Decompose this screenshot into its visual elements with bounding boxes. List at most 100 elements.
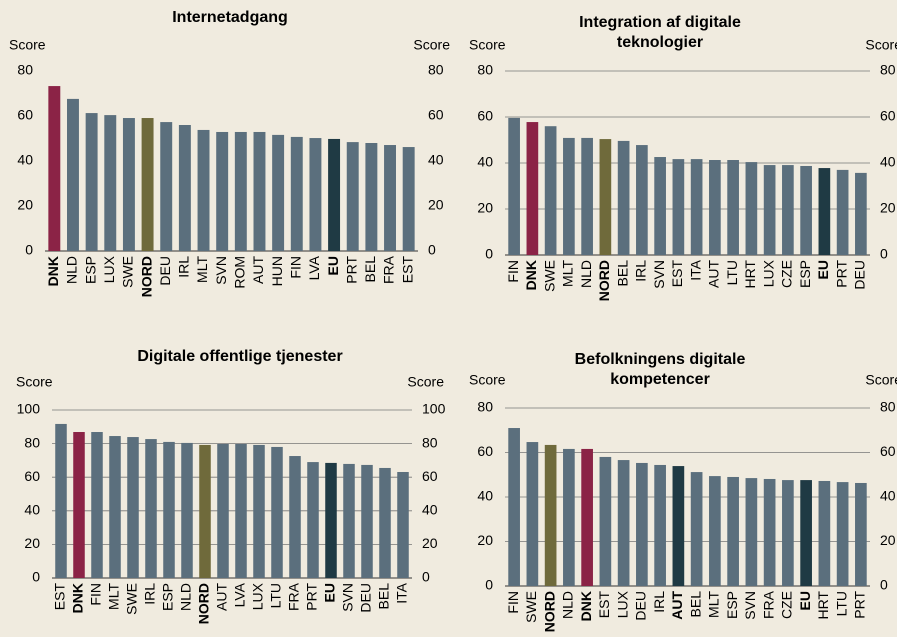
y2-tick-label: 20 bbox=[880, 200, 896, 216]
x-tick-label: DEU bbox=[852, 260, 868, 290]
x-tick-label: EU bbox=[322, 583, 338, 602]
y-tick-label: 40 bbox=[477, 154, 493, 170]
bar bbox=[800, 165, 812, 255]
y2-tick-label: 0 bbox=[880, 577, 888, 593]
x-tick-label: SVN bbox=[213, 256, 229, 285]
y-tick-label: 60 bbox=[477, 443, 493, 459]
bar bbox=[818, 480, 831, 586]
y-axis-label: Score bbox=[469, 37, 506, 53]
bar bbox=[272, 134, 285, 251]
chart-title: Integration af digitale teknologier bbox=[579, 14, 741, 51]
x-tick-label: DNK bbox=[70, 583, 86, 613]
y-tick-label: 40 bbox=[477, 488, 493, 504]
x-tick-label: LTU bbox=[268, 583, 284, 608]
y-tick-label: 60 bbox=[477, 108, 493, 124]
x-tick-label: ESP bbox=[724, 591, 740, 619]
x-tick-label: HUN bbox=[269, 256, 285, 286]
x-tick-label: IRL bbox=[176, 256, 192, 278]
x-tick-label: SWE bbox=[120, 256, 136, 288]
y2-tick-label: 60 bbox=[428, 107, 444, 123]
x-tick-label: CZE bbox=[779, 260, 795, 288]
bar bbox=[855, 172, 867, 255]
x-tick-label: EU bbox=[325, 256, 341, 275]
y2-tick-label: 80 bbox=[422, 434, 438, 450]
y2-tick-label: 0 bbox=[428, 242, 436, 258]
bar bbox=[197, 129, 210, 251]
bar bbox=[217, 443, 229, 578]
bar bbox=[727, 476, 739, 586]
y2-tick-label: 20 bbox=[428, 197, 444, 213]
x-tick-label: EST bbox=[669, 260, 685, 288]
x-tick-label: NLD bbox=[578, 260, 594, 288]
x-tick-label: IRL bbox=[633, 260, 649, 282]
x-tick-label: LTU bbox=[833, 591, 849, 616]
bar bbox=[763, 165, 776, 255]
bar bbox=[55, 423, 67, 578]
x-tick-label: FIN bbox=[287, 256, 303, 279]
x-tick-label: AUT bbox=[214, 583, 230, 611]
y-axis-label: Score bbox=[469, 372, 506, 388]
bar bbox=[163, 441, 175, 578]
x-tick-label: ESP bbox=[160, 583, 176, 611]
bar bbox=[636, 462, 648, 586]
x-tick-label: LUX bbox=[101, 255, 117, 283]
bar bbox=[73, 432, 85, 578]
bar bbox=[379, 467, 391, 578]
bar bbox=[836, 482, 849, 586]
x-tick-label: MLT bbox=[560, 260, 576, 287]
bar bbox=[544, 444, 557, 586]
x-tick-label: NLD bbox=[560, 591, 576, 619]
x-tick-label: EST bbox=[52, 583, 68, 611]
y2-axis-label: Score bbox=[865, 37, 897, 53]
x-tick-label: NLD bbox=[64, 256, 80, 284]
y-tick-label: 100 bbox=[17, 401, 41, 417]
bar bbox=[818, 168, 831, 255]
x-tick-label: LVA bbox=[232, 582, 248, 607]
x-tick-label: CZE bbox=[779, 591, 795, 619]
x-tick-label: NORD bbox=[541, 591, 557, 632]
bar bbox=[181, 442, 193, 578]
x-tick-label: ROM bbox=[232, 256, 248, 289]
bar bbox=[508, 428, 520, 586]
x-tick-label: EST bbox=[399, 256, 415, 284]
x-tick-label: ITA bbox=[687, 259, 703, 280]
bar bbox=[709, 476, 721, 586]
bar bbox=[672, 466, 685, 586]
x-tick-label: PRT bbox=[852, 591, 868, 619]
y2-tick-label: 80 bbox=[880, 62, 896, 78]
x-tick-label: BEL bbox=[362, 256, 378, 283]
bar bbox=[563, 137, 575, 255]
y-tick-label: 60 bbox=[17, 107, 33, 123]
y2-tick-label: 40 bbox=[880, 154, 896, 170]
bar bbox=[307, 462, 319, 578]
x-tick-label: AUT bbox=[706, 260, 722, 288]
bar bbox=[690, 472, 703, 586]
bar bbox=[544, 126, 557, 255]
bar bbox=[727, 160, 739, 255]
x-tick-label: ESP bbox=[82, 256, 98, 284]
x-tick-label: MLT bbox=[106, 583, 122, 610]
bar bbox=[617, 140, 630, 255]
x-tick-label: MLT bbox=[194, 256, 210, 283]
bar bbox=[127, 437, 139, 578]
x-tick-label: LTU bbox=[724, 260, 740, 285]
y-tick-label: 60 bbox=[24, 468, 40, 484]
x-tick-label: SWE bbox=[124, 583, 140, 615]
bar bbox=[526, 442, 539, 586]
y2-tick-label: 60 bbox=[880, 443, 896, 459]
x-tick-label: EU bbox=[797, 591, 813, 610]
chart-title: Internetadgang bbox=[172, 9, 288, 26]
x-tick-label: FIN bbox=[505, 591, 521, 614]
x-tick-label: FRA bbox=[760, 590, 776, 619]
x-tick-label: PRT bbox=[833, 260, 849, 288]
bar bbox=[141, 118, 154, 252]
y-tick-label: 80 bbox=[17, 62, 33, 78]
y2-axis-label: Score bbox=[407, 374, 444, 390]
x-tick-label: EST bbox=[596, 591, 612, 619]
bar bbox=[361, 464, 373, 578]
bar bbox=[745, 478, 758, 586]
x-tick-label: BEL bbox=[614, 260, 630, 287]
bar bbox=[290, 136, 303, 251]
